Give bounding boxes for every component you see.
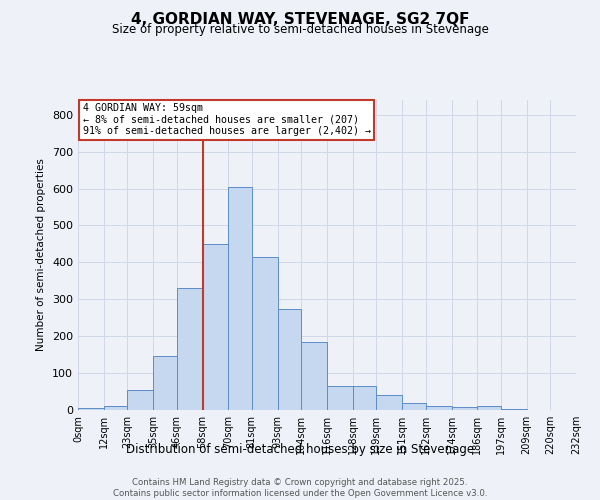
Bar (477, 406, 501, 410)
Y-axis label: Number of semi-detached properties: Number of semi-detached properties (37, 158, 46, 352)
Bar (376, 395, 402, 410)
Text: Size of property relative to semi-detached houses in Stevenage: Size of property relative to semi-detach… (112, 24, 488, 36)
Bar (228, 186, 252, 410)
Text: 4 GORDIAN WAY: 59sqm
← 8% of semi-detached houses are smaller (207)
91% of semi-: 4 GORDIAN WAY: 59sqm ← 8% of semi-detach… (83, 103, 371, 136)
Bar (252, 257, 278, 410)
Bar (127, 390, 153, 410)
Bar (203, 244, 228, 410)
Bar (327, 386, 353, 410)
Bar (452, 407, 477, 410)
Bar (402, 404, 426, 410)
Bar (78, 408, 104, 410)
Bar (301, 342, 327, 410)
Bar (177, 288, 203, 410)
Text: Contains HM Land Registry data © Crown copyright and database right 2025.
Contai: Contains HM Land Registry data © Crown c… (113, 478, 487, 498)
Bar (104, 406, 127, 410)
Bar (501, 409, 527, 410)
Bar (353, 386, 376, 410)
Bar (426, 406, 452, 410)
Text: 4, GORDIAN WAY, STEVENAGE, SG2 7QF: 4, GORDIAN WAY, STEVENAGE, SG2 7QF (131, 12, 469, 28)
Text: Distribution of semi-detached houses by size in Stevenage: Distribution of semi-detached houses by … (126, 442, 474, 456)
Bar (278, 308, 301, 410)
Bar (153, 356, 177, 410)
